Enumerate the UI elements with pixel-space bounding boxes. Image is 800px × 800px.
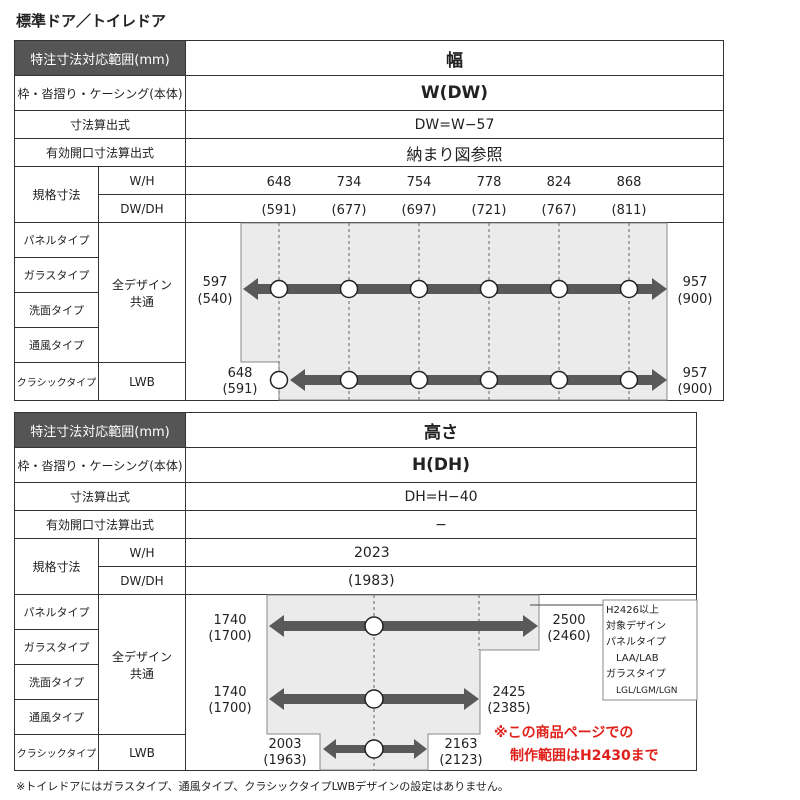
width-lwb-min: 648 [228,366,253,381]
note-line: 対象デザイン [606,619,666,632]
width-std-marker [549,279,569,299]
h-lwb-max: 2163 [444,737,477,752]
page-title: 標準ドア／トイレドア [16,12,167,30]
note-line: H2426以上 [606,604,659,616]
width-std-marker [619,370,639,390]
lwb-label: LWB [98,362,186,401]
dwdh-value: (811) [612,203,647,218]
all-design-label: 全デザイン 共通 [98,222,186,363]
note-box [602,599,698,701]
type-classic: クラシックタイプ [14,362,99,401]
frame-value: W(DW) [185,75,724,111]
wh-value: 648 [267,175,292,190]
h-b-max: 2425 [492,685,525,700]
width-all-max: 957 [683,275,708,290]
frame-value: H(DH) [185,447,697,483]
std-label: 規格寸法 [14,538,99,595]
height-range-area [266,594,540,771]
note-line: LAA/LAB [616,653,659,664]
h-a-min-dh: (1700) [208,629,251,644]
formula-label: 寸法算出式 [14,110,186,139]
width-std-marker [269,279,289,299]
note-line: パネルタイプ [606,636,666,648]
wh-value: 868 [617,175,642,190]
all-design-label: 全デザイン 共通 [98,594,186,735]
h-a-max-dh: (2460) [547,629,590,644]
width-all-arrow [243,278,667,300]
height-std-marker [364,616,384,636]
width-std-marker [269,370,289,390]
formula-value: DW=W−57 [185,110,724,139]
dwdh-value: (697) [402,203,437,218]
type-panel: パネルタイプ [14,222,99,258]
height-range-a-arrow [269,615,538,637]
width-lwb-arrow [290,369,667,391]
lwb-label: LWB [98,734,186,771]
opening-label: 有効開口寸法算出式 [14,510,186,539]
width-lwb-max-dw: (900) [678,382,713,397]
wh-value: 734 [337,175,362,190]
h-lwb-min: 2003 [268,737,301,752]
footnote: ※トイレドアにはガラスタイプ、通風タイプ、クラシックタイプLWBデザインの設定は… [16,780,509,793]
formula-value: DH=H−40 [185,482,697,511]
width-std-marker [549,370,569,390]
type-glass: ガラスタイプ [14,257,99,293]
width-lwb-max: 957 [683,366,708,381]
type-ventilation: 通風タイプ [14,699,99,735]
height-std-marker [364,689,384,709]
h-a-max: 2500 [552,613,585,628]
h-b-min: 1740 [213,685,246,700]
dwdh-value: (677) [332,203,367,218]
note-line: ガラスタイプ [606,668,666,680]
width-all-max-dw: (900) [678,292,713,307]
opening-label: 有効開口寸法算出式 [14,138,186,167]
dwdh-value: (721) [472,203,507,218]
wh-value: 778 [477,175,502,190]
h-lwb-min-dh: (1963) [263,753,306,768]
width-lwb-min-dw: (591) [223,382,258,397]
dwdh-value: (767) [542,203,577,218]
height-std-marker [364,739,384,759]
width-all-min-dw: (540) [198,292,233,307]
h-lwb-max-dh: (2123) [439,753,482,768]
type-glass: ガラスタイプ [14,629,99,665]
type-panel: パネルタイプ [14,594,99,630]
red-note-line2: 制作範囲はH2430まで [510,747,659,764]
width-std-marker [339,370,359,390]
dwdh-row [185,194,724,223]
width-all-min: 597 [203,275,228,290]
h-b-max-dh: (2385) [487,701,530,716]
width-std-marker [479,279,499,299]
width-header: 幅 [185,40,724,76]
wh-value: 824 [547,175,572,190]
note-line: LGL/LGM/LGN [616,686,678,696]
h-a-min: 1740 [213,613,246,628]
width-std-marker [479,370,499,390]
wh-value: 754 [407,175,432,190]
wh-label: W/H [98,538,186,567]
width-std-marker [409,279,429,299]
red-note-line1: ※この商品ページでの [494,724,633,741]
dwdh-value: (591) [262,203,297,218]
width-std-marker [619,279,639,299]
width-std-marker [339,279,359,299]
formula-label: 寸法算出式 [14,482,186,511]
h-b-min-dh: (1700) [208,701,251,716]
width-std-marker [409,370,429,390]
